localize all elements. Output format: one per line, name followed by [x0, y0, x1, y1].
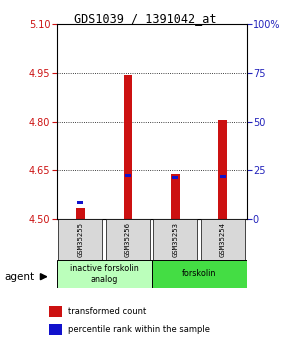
- Bar: [153, 219, 197, 260]
- Text: agent: agent: [4, 272, 35, 282]
- Bar: [125, 174, 130, 177]
- Bar: [173, 176, 178, 179]
- Bar: [106, 219, 150, 260]
- Bar: [218, 120, 227, 219]
- Bar: [49, 324, 62, 335]
- Text: transformed count: transformed count: [68, 307, 146, 316]
- Bar: [76, 208, 85, 219]
- Bar: [49, 306, 62, 317]
- Bar: [59, 219, 102, 260]
- Text: GSM35253: GSM35253: [172, 222, 178, 257]
- Bar: [77, 200, 83, 205]
- Bar: [201, 219, 244, 260]
- Text: inactive forskolin
analog: inactive forskolin analog: [70, 264, 138, 284]
- Text: GSM35255: GSM35255: [77, 222, 83, 257]
- Bar: [171, 174, 180, 219]
- Text: percentile rank within the sample: percentile rank within the sample: [68, 325, 210, 334]
- Bar: [152, 260, 246, 288]
- Bar: [57, 260, 152, 288]
- Bar: [220, 175, 226, 178]
- Text: GSM35256: GSM35256: [125, 222, 131, 257]
- Text: GSM35254: GSM35254: [220, 222, 226, 257]
- Text: GDS1039 / 1391042_at: GDS1039 / 1391042_at: [74, 12, 216, 25]
- Bar: [124, 75, 132, 219]
- Text: forskolin: forskolin: [182, 269, 216, 278]
